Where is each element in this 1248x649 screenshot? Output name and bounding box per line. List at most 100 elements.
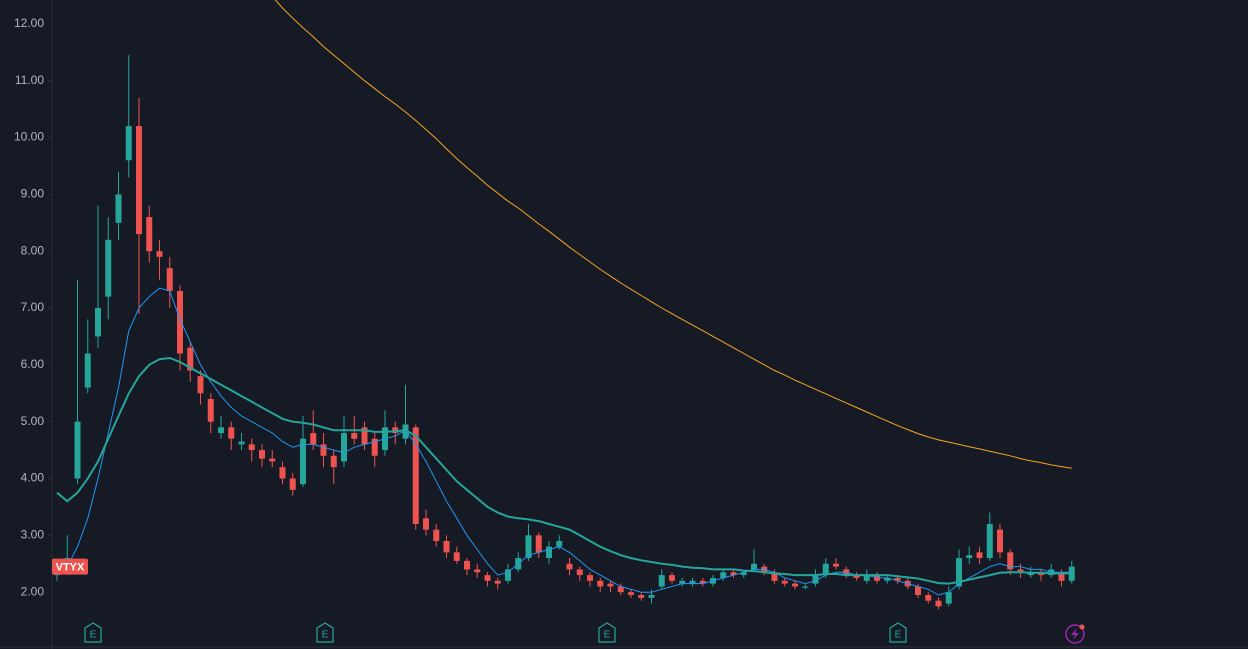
candle-body [484, 575, 491, 581]
candle-body [812, 575, 819, 584]
candle-body [863, 575, 870, 581]
candle-body [925, 594, 932, 601]
candle-body [638, 594, 645, 598]
candle-body [166, 268, 173, 291]
y-tick-label: 4.00 [21, 471, 45, 485]
candle-body [84, 353, 91, 388]
earnings-marker-shape [316, 622, 334, 643]
plot-area [54, 0, 1075, 610]
candle-body [320, 444, 327, 456]
candle-body [730, 572, 737, 576]
candle-body [853, 575, 860, 578]
y-tick-label: 6.00 [21, 357, 45, 371]
candle-body [248, 444, 255, 451]
candle-body [310, 433, 317, 445]
candle-body [423, 518, 429, 530]
candle-body [1007, 552, 1014, 570]
candle-body [289, 478, 296, 490]
candle-body [648, 594, 655, 598]
symbol-label-box [52, 558, 88, 575]
alert-icon[interactable] [1065, 624, 1085, 644]
candle-body [986, 523, 993, 559]
y-tick-label: 12.00 [14, 16, 44, 30]
symbol-label: VTYX [56, 561, 85, 573]
candle-body [228, 427, 235, 439]
earnings-marker-label: E [322, 630, 329, 641]
candle-body [95, 308, 101, 337]
candle-body [136, 126, 142, 235]
y-tick-label: 7.00 [21, 300, 45, 314]
candle-body [402, 424, 409, 439]
candle-body [822, 563, 829, 576]
y-tick-label: 5.00 [21, 414, 45, 428]
candle-body [197, 376, 204, 394]
candle-body [535, 535, 542, 553]
candle-body [915, 586, 921, 595]
y-tick-label: 3.00 [21, 527, 45, 541]
candle-body [587, 575, 593, 581]
candle-body [945, 592, 952, 604]
candle-body [105, 239, 112, 297]
candle-body [187, 347, 194, 371]
candle-body [607, 583, 614, 587]
candle-body [546, 546, 552, 559]
moving-average-line [56, 356, 1072, 585]
candle-body [566, 563, 573, 570]
candle-body [505, 569, 511, 581]
candle-body [361, 427, 368, 445]
candle-body [238, 441, 245, 445]
candle-body [218, 427, 224, 434]
candle-body [259, 450, 265, 459]
candle-body [74, 421, 81, 479]
candle-body [371, 438, 378, 456]
candle-body [740, 572, 747, 576]
candle-body [781, 580, 788, 584]
candle-body [453, 552, 460, 561]
candle-body [597, 580, 604, 587]
y-tick-label: 2.00 [21, 584, 45, 598]
candle-body [464, 560, 470, 570]
candle-body [792, 583, 798, 587]
candle-body [976, 552, 983, 559]
candle-body [177, 290, 183, 354]
candle-body [330, 455, 337, 468]
moving-average-line [56, 287, 1072, 596]
y-tick-label: 8.00 [21, 243, 45, 257]
candle-body [966, 555, 973, 559]
earnings-marker-label: E [90, 630, 97, 641]
earnings-marker-shape [598, 622, 616, 643]
candle-body [751, 563, 757, 570]
candle-body [658, 575, 665, 587]
candle-body [146, 217, 153, 252]
earnings-marker-shape [889, 622, 907, 643]
candle-body [341, 433, 347, 462]
earnings-marker-label: E [895, 630, 902, 641]
y-tick-label: 11.00 [15, 73, 44, 87]
candle-body [412, 427, 419, 524]
candle-body [720, 572, 727, 578]
candle-body [300, 438, 306, 485]
candle-body [351, 433, 358, 439]
candle-body [679, 580, 686, 584]
candle-body [884, 577, 891, 581]
candle-body [894, 577, 901, 581]
candle-body [474, 569, 481, 573]
candle-body [392, 427, 399, 434]
candle-body [279, 467, 286, 479]
candle-body [1017, 569, 1024, 573]
candle-body [699, 580, 706, 584]
candle-body [125, 126, 132, 161]
candle-body [115, 194, 122, 223]
candle-body [433, 529, 440, 542]
candle-body [269, 458, 276, 462]
candle-body [556, 541, 563, 547]
candle-body [833, 563, 839, 567]
earnings-marker-shape [84, 622, 102, 643]
candle-body [525, 535, 532, 559]
candle-body [935, 600, 942, 607]
earnings-marker-label: E [604, 630, 611, 641]
moving-average-line [274, 0, 1072, 469]
